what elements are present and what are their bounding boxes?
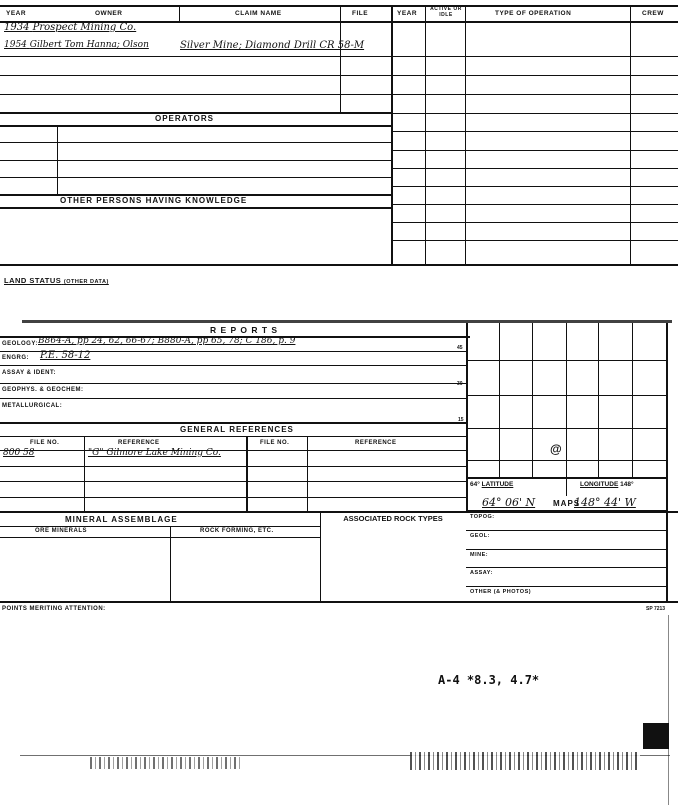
year2-header: YEAR [397, 10, 418, 17]
land-status-label: LAND STATUS (OTHER DATA) [4, 276, 109, 285]
file-no-header: FILE NO. [30, 440, 60, 446]
longitude-value: 148° 44' W [574, 496, 636, 509]
rock-forming-header: ROCK FORMING, ETC. [200, 528, 274, 534]
maps-assay: ASSAY: [470, 570, 493, 576]
ore-minerals-header: ORE MINERALS [35, 528, 88, 534]
scan-noise [410, 752, 640, 770]
ref-reference: "G" Gilmore Lake Mining Co. [88, 448, 221, 458]
owner-row-2-claim: Silver Mine; Diamond Drill CR 58-M [180, 40, 365, 51]
geophys-label: GEOPHYS. & GEOCHEM: [2, 387, 84, 393]
operators-label: OPERATORS [155, 114, 214, 123]
other-persons-label: OTHER PERSONS HAVING KNOWLEDGE [60, 196, 248, 205]
geology-value: B864-A, pp 24, 62, 66-67; B880-A, pp 65,… [38, 336, 296, 346]
scan-noise [90, 757, 240, 769]
annotation: A-4 *8.3, 4.7* [438, 673, 540, 687]
ref-file-no: 800 58 [3, 448, 35, 458]
form-number: SP 7213 [646, 606, 666, 612]
reference-header: REFERENCE [118, 440, 160, 446]
engrg-value: P.E. 58-12 [40, 350, 91, 361]
crew-header: CREW [642, 10, 664, 17]
reports-title: R E P O R T S [210, 325, 279, 335]
claim-name-header: CLAIM NAME [235, 10, 282, 17]
file-no-header-2: FILE NO. [260, 440, 290, 446]
geology-label: GEOLOGY: [2, 341, 38, 347]
maps-topog: TOPOG: [470, 514, 495, 520]
margin-number: 15 [458, 417, 464, 423]
metallurgical-label: METALLURGICAL: [2, 403, 63, 409]
margin-number: 45 [457, 345, 463, 351]
latitude-label: 64° LATITUDE [470, 481, 514, 488]
maps-geol: GEOL: [470, 533, 490, 539]
maps-title: MAPS [553, 499, 581, 508]
longitude-label: LONGITUDE 148° [580, 481, 634, 488]
file-header: FILE [352, 10, 369, 17]
assay-label: ASSAY & IDENT: [2, 370, 57, 376]
associated-rock-types-label: ASSOCIATED ROCK TYPES [343, 514, 443, 523]
owner-row-2-year-owner: 1954 Gilbert Tom Hanna; Olson [4, 40, 149, 50]
latitude-value: 64° 06' N [482, 496, 536, 509]
engrg-label: ENGRG: [2, 355, 29, 361]
maps-other-photos: OTHER (& PHOTOS) [470, 589, 532, 595]
type-operation-header: TYPE OF OPERATION [495, 10, 572, 17]
year-header: YEAR [6, 10, 27, 17]
grid-mark: @ [550, 442, 562, 456]
margin-number: 30 [457, 381, 463, 387]
owner-row-1: 1934 Prospect Mining Co. [4, 22, 137, 33]
mineral-assemblage-title: MINERAL ASSEMBLAGE [65, 515, 178, 524]
active-idle-header: ACTIVE OR IDLE [430, 6, 462, 18]
general-references-title: GENERAL REFERENCES [180, 425, 294, 434]
maps-mine: MINE: [470, 552, 489, 558]
black-marker [643, 723, 669, 749]
owner-header: OWNER [95, 10, 123, 17]
reference-header-2: REFERENCE [355, 440, 397, 446]
points-meriting-label: POINTS MERITING ATTENTION: [2, 606, 106, 612]
